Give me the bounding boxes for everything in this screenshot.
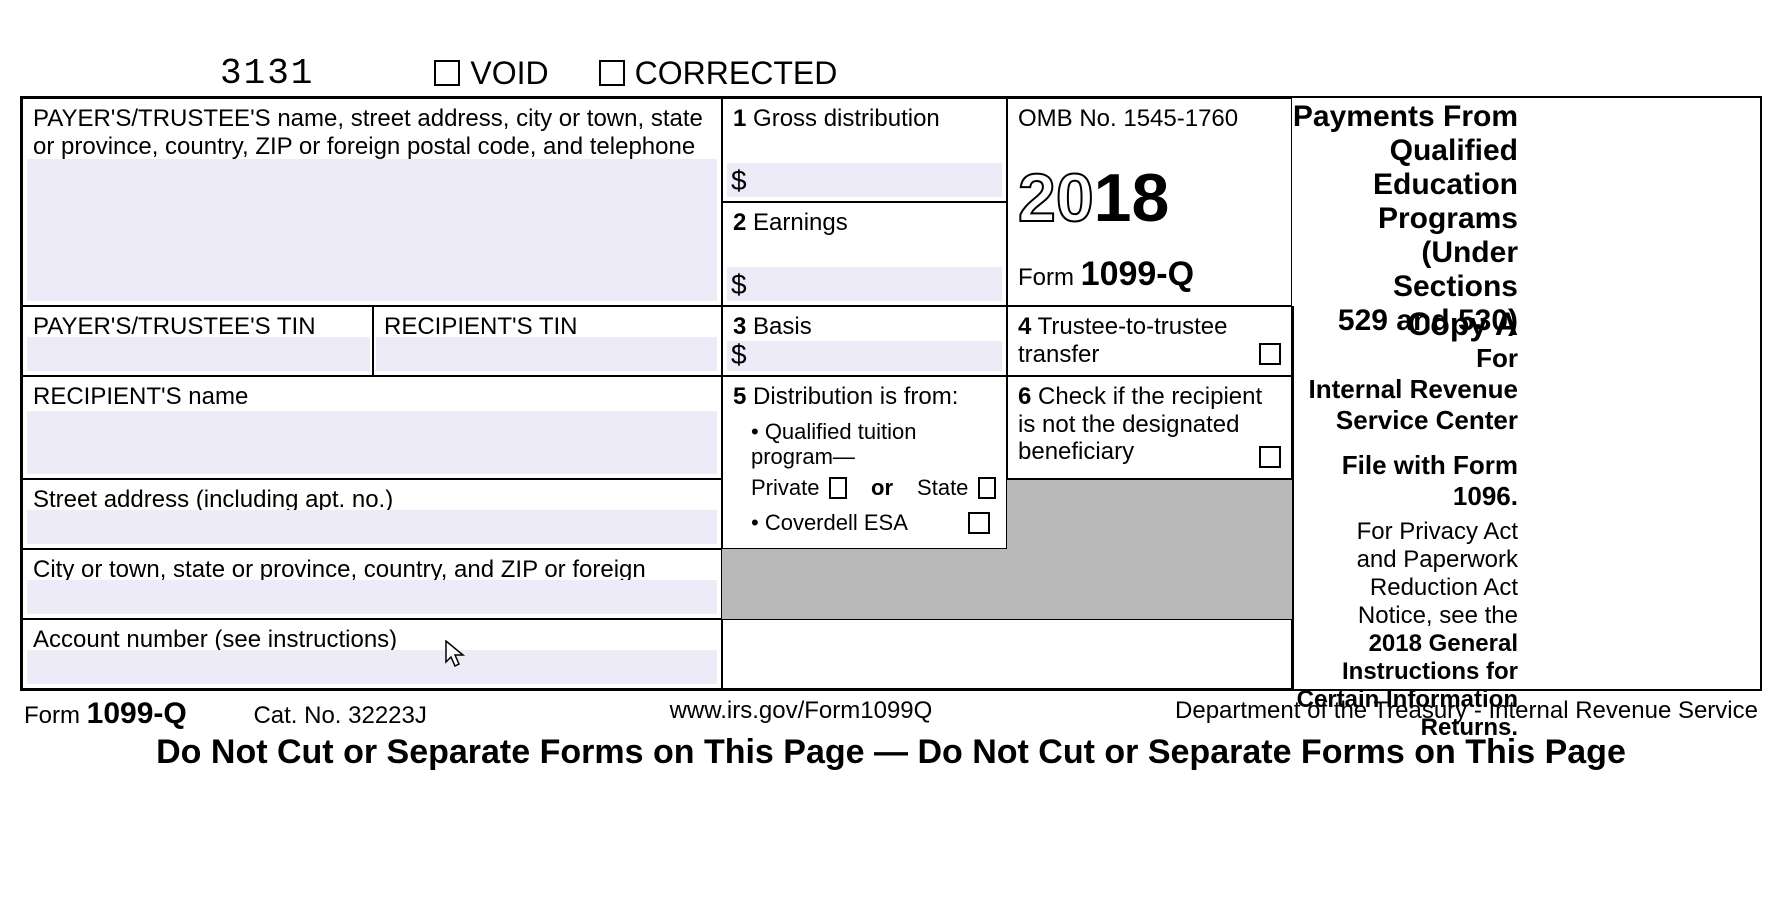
payer-tin-cell[interactable]: PAYER'S/TRUSTEE'S TIN RECIPIENT'S TIN — [22, 306, 722, 376]
account-number-cell[interactable]: Account number (see instructions) — [22, 619, 722, 689]
payer-block[interactable]: PAYER'S/TRUSTEE'S name, street address, … — [22, 98, 722, 306]
box1-fill[interactable] — [727, 163, 1002, 197]
copy-a-for: For — [1294, 343, 1518, 374]
payer-fill-area[interactable] — [27, 159, 717, 301]
footer-form-prefix: Form — [24, 702, 80, 729]
copy-a-p1: For Privacy Act — [1294, 518, 1518, 546]
title-l3: Education — [1292, 168, 1518, 202]
form-title-block: Payments From Qualified Education Progra… — [1292, 98, 1522, 306]
copy-a-file: File with Form 1096. — [1294, 450, 1518, 512]
box-3-basis[interactable]: 3 Basis $ — [722, 306, 1007, 376]
title-l1: Payments From — [1292, 100, 1518, 134]
box5-label: Distribution is from: — [753, 383, 958, 410]
box-1-gross-distribution[interactable]: 1 Gross distribution $ — [722, 98, 1007, 202]
box3-label: Basis — [753, 313, 812, 340]
tin-divider — [372, 307, 374, 375]
footer-form-name: 1099-Q — [87, 697, 187, 730]
footer-cat: Cat. No. 32223J — [253, 702, 426, 729]
street-fill[interactable] — [27, 510, 717, 544]
corrected-checkbox[interactable] — [599, 60, 625, 86]
box6-checkbox[interactable] — [1259, 446, 1281, 468]
copy-a-l1: Internal Revenue — [1294, 374, 1518, 405]
box3-fill[interactable] — [727, 341, 1002, 371]
copy-a-p7: Certain Information — [1294, 686, 1518, 714]
box1-label: Gross distribution — [753, 105, 940, 132]
box3-num: 3 — [733, 313, 746, 340]
box3-dollar: $ — [731, 339, 747, 371]
recipient-name-label: RECIPIENT'S name — [33, 383, 248, 410]
title-l5: (Under Sections — [1292, 236, 1518, 304]
copy-a-p2: and Paperwork — [1294, 546, 1518, 574]
account-fill[interactable] — [27, 650, 717, 684]
state-checkbox[interactable] — [978, 477, 996, 499]
box2-dollar: $ — [731, 269, 747, 301]
form-prefix: Form — [1018, 264, 1074, 291]
box4-label: Trustee-to-trustee transfer — [1018, 313, 1227, 368]
copy-a-l2: Service Center — [1294, 405, 1518, 436]
box1-dollar: $ — [731, 165, 747, 197]
box5-or: or — [871, 475, 893, 500]
copy-a-p5: 2018 General — [1294, 630, 1518, 658]
recipient-name-fill[interactable] — [27, 411, 717, 474]
blank-bottom — [722, 619, 1292, 689]
copy-a-p3: Reduction Act — [1294, 574, 1518, 602]
omb-year-block: OMB No. 1545-1760 2018 Form 1099-Q — [1007, 98, 1292, 306]
street-label: Street address (including apt. no.) — [33, 486, 393, 513]
form-1099q-page: 3131 VOID CORRECTED PAYER'S/TRUSTEE'S na… — [0, 0, 1782, 908]
box5-num: 5 — [733, 383, 746, 410]
box5-private-label: Private — [751, 475, 819, 500]
title-l2: Qualified — [1292, 134, 1518, 168]
void-checkbox[interactable] — [434, 60, 460, 86]
gray-block-1 — [1007, 479, 1292, 549]
payer-tin-fill[interactable] — [27, 337, 370, 371]
city-cell[interactable]: City or town, state or province, country… — [22, 549, 722, 619]
title-l4: Programs — [1292, 202, 1518, 236]
year-solid: 18 — [1094, 160, 1170, 236]
copy-a-heading: Copy A — [1294, 306, 1518, 343]
account-label: Account number (see instructions) — [33, 626, 397, 653]
box4-num: 4 — [1018, 313, 1031, 340]
box6-num: 6 — [1018, 383, 1031, 410]
box5-qtp-label: • Qualified tuition program— — [733, 419, 996, 470]
box2-num: 2 — [733, 209, 746, 236]
coverdell-checkbox[interactable] — [968, 512, 990, 534]
copy-a-p6: Instructions for — [1294, 658, 1518, 686]
box-5-distribution-from: 5 Distribution is from: • Qualified tuit… — [722, 376, 1007, 549]
box5-coverdell-label: • Coverdell ESA — [751, 510, 908, 535]
box2-fill[interactable] — [727, 267, 1002, 301]
copy-a-p8: Returns. — [1294, 714, 1518, 742]
void-label: VOID — [470, 55, 548, 92]
street-address-cell[interactable]: Street address (including apt. no.) — [22, 479, 722, 549]
box1-num: 1 — [733, 105, 746, 132]
box-4-trustee-transfer: 4 Trustee-to-trustee transfer — [1007, 306, 1292, 376]
box6-label: Check if the recipient is not the design… — [1018, 383, 1262, 465]
private-checkbox[interactable] — [829, 477, 847, 499]
city-fill[interactable] — [27, 580, 717, 614]
box-6-not-designated: 6 Check if the recipient is not the desi… — [1007, 376, 1292, 479]
form-header: 3131 VOID CORRECTED — [20, 50, 1762, 96]
form-name: 1099-Q — [1081, 255, 1194, 293]
footer-url: www.irs.gov/Form1099Q — [670, 697, 933, 731]
corrected-label: CORRECTED — [635, 55, 838, 92]
form-code: 3131 — [220, 53, 314, 94]
box4-checkbox[interactable] — [1259, 343, 1281, 365]
payer-tin-label: PAYER'S/TRUSTEE'S TIN — [33, 313, 316, 340]
omb-number: OMB No. 1545-1760 — [1018, 105, 1281, 133]
recipient-tin-fill[interactable] — [376, 337, 717, 371]
box2-label: Earnings — [753, 209, 848, 236]
copy-a-block: Copy A For Internal Revenue Service Cent… — [1292, 306, 1522, 689]
year-outline: 20 — [1018, 159, 1094, 237]
recipient-name-cell[interactable]: RECIPIENT'S name — [22, 376, 722, 479]
form-grid: PAYER'S/TRUSTEE'S name, street address, … — [20, 96, 1762, 691]
box5-state-label: State — [917, 475, 968, 500]
box-2-earnings[interactable]: 2 Earnings $ — [722, 202, 1007, 306]
gray-block-2 — [722, 549, 1292, 619]
copy-a-p4: Notice, see the — [1294, 602, 1518, 630]
